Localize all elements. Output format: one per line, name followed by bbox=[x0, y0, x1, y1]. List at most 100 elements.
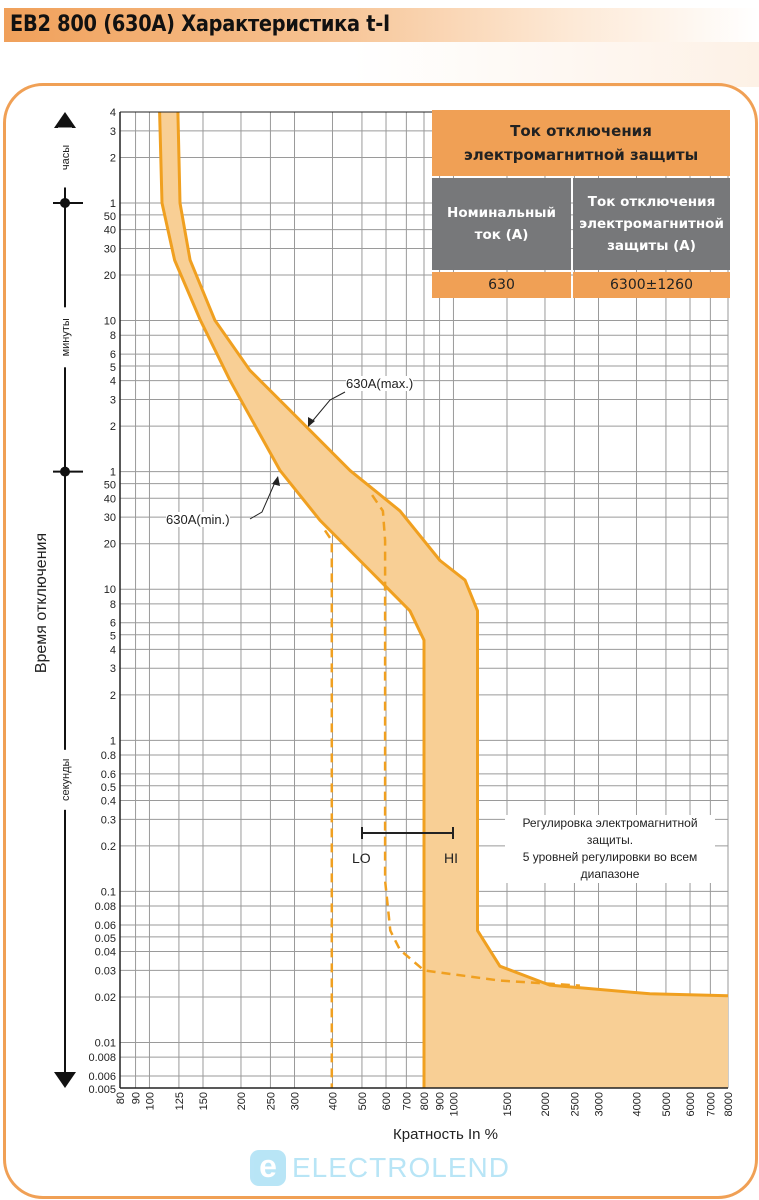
min-label-arrow-icon bbox=[272, 476, 280, 486]
min-curve-label: 630A(min.) bbox=[166, 512, 230, 527]
y-tick-label: 20 bbox=[104, 270, 116, 282]
x-tick-label: 4000 bbox=[631, 1092, 643, 1116]
note-line-1: Регулировка электромагнитной защиты. bbox=[522, 816, 698, 847]
x-tick-label: 5000 bbox=[661, 1092, 673, 1116]
cell-trip: 6300±1260 bbox=[573, 272, 730, 298]
y-tick-label: 5 bbox=[110, 362, 116, 374]
unit-label-bg bbox=[58, 749, 72, 810]
y-tick-label: 40 bbox=[104, 493, 116, 505]
x-tick-label: 2500 bbox=[569, 1092, 581, 1116]
x-tick-label: 8000 bbox=[723, 1092, 735, 1116]
x-tick-label: 125 bbox=[174, 1092, 186, 1110]
table-row: 630 6300±1260 bbox=[432, 272, 730, 298]
x-tick-label: 900 bbox=[435, 1092, 447, 1110]
x-tick-label: 2000 bbox=[540, 1092, 552, 1116]
y-tick-label: 40 bbox=[104, 225, 116, 237]
page-title: EB2 800 (630A) Характеристика t-I bbox=[10, 12, 390, 37]
x-tick-label: 600 bbox=[381, 1092, 393, 1110]
time-unit-label: часы bbox=[60, 145, 72, 170]
cell-nominal: 630 bbox=[432, 272, 571, 298]
y-tick-label: 3 bbox=[110, 395, 116, 407]
x-tick-label: 200 bbox=[236, 1092, 248, 1110]
y-tick-label: 20 bbox=[104, 539, 116, 551]
max-curve-label: 630A(max.) bbox=[346, 376, 414, 391]
y-tick-label: 10 bbox=[104, 584, 116, 596]
y-tick-label: 50 bbox=[104, 211, 116, 223]
time-unit-label: минуты bbox=[60, 318, 72, 356]
y-tick-label: 0.03 bbox=[95, 965, 116, 977]
y-tick-label: 0.06 bbox=[95, 920, 116, 932]
curve-dashed-2 bbox=[323, 529, 334, 1088]
y-tick-label: 0.005 bbox=[88, 1084, 116, 1096]
y-tick-label: 0.1 bbox=[101, 886, 116, 898]
x-tick-label: 250 bbox=[265, 1092, 277, 1110]
lo-label: LO bbox=[352, 850, 371, 866]
y-tick-label: 2 bbox=[110, 421, 116, 433]
unit-label-bg bbox=[58, 127, 72, 188]
y-tick-label: 50 bbox=[104, 480, 116, 492]
x-tick-label: 300 bbox=[290, 1092, 302, 1110]
y-tick-label: 4 bbox=[110, 107, 116, 119]
max-label-arrow-icon bbox=[308, 417, 315, 427]
title-shade bbox=[352, 42, 759, 87]
x-tick-label: 150 bbox=[198, 1092, 210, 1110]
y-tick-label: 8 bbox=[110, 599, 116, 611]
time-unit-label: секунды bbox=[60, 759, 72, 802]
hi-label: HI bbox=[444, 850, 458, 866]
y-tick-label: 0.8 bbox=[101, 750, 116, 762]
chart-frame bbox=[3, 83, 758, 1199]
adjustment-note: Регулировка электромагнитной защиты. 5 у… bbox=[505, 815, 715, 883]
x-tick-label: 6000 bbox=[685, 1092, 697, 1116]
x-tick-label: 3000 bbox=[594, 1092, 606, 1116]
y-tick-label: 6 bbox=[110, 349, 116, 361]
x-tick-label: 500 bbox=[357, 1092, 369, 1110]
y-tick-label: 4 bbox=[110, 376, 116, 388]
unit-label-bg bbox=[58, 307, 72, 368]
y-tick-label: 0.2 bbox=[101, 841, 116, 853]
y-tick-label: 0.05 bbox=[95, 933, 116, 945]
y-tick-label: 0.4 bbox=[101, 795, 116, 807]
trip-band-fill bbox=[159, 112, 728, 1088]
y-tick-label: 1 bbox=[110, 735, 116, 747]
y-tick-label: 0.5 bbox=[101, 782, 116, 794]
y-tick-label: 0.04 bbox=[95, 947, 116, 959]
col-header-trip: Ток отключения электромагнитной защиты (… bbox=[573, 178, 730, 270]
x-tick-label: 1000 bbox=[448, 1092, 460, 1116]
y-tick-label: 10 bbox=[104, 316, 116, 328]
y-tick-label: 6 bbox=[110, 618, 116, 630]
table-title: Ток отключения электромагнитной защиты bbox=[432, 110, 730, 176]
y-tick-label: 0.006 bbox=[88, 1071, 116, 1083]
x-tick-label: 1500 bbox=[502, 1092, 514, 1116]
x-tick-label: 7000 bbox=[705, 1092, 717, 1116]
x-tick-label: 400 bbox=[327, 1092, 339, 1110]
max-label-leader bbox=[309, 391, 346, 425]
y-tick-label: 2 bbox=[110, 690, 116, 702]
y-tick-label: 0.6 bbox=[101, 769, 116, 781]
y-tick-label: 2 bbox=[110, 152, 116, 164]
min-label-leader bbox=[249, 479, 277, 520]
x-tick-label: 800 bbox=[419, 1092, 431, 1110]
x-tick-label: 80 bbox=[115, 1092, 127, 1104]
col-header-nominal: Номинальный ток (A) bbox=[432, 178, 571, 270]
y-tick-label: 8 bbox=[110, 330, 116, 342]
curve-630A(min.) bbox=[158, 111, 426, 1088]
y-tick-label: 1 bbox=[110, 467, 116, 479]
x-tick-label: 700 bbox=[401, 1092, 413, 1110]
curve-dashed-3 bbox=[371, 494, 580, 987]
x-axis-label: Кратность In % bbox=[393, 1126, 498, 1143]
note-line-2: 5 уровней регулировки во всем диапазоне bbox=[522, 850, 698, 881]
y-tick-label: 3 bbox=[110, 126, 116, 138]
y-tick-label: 4 bbox=[110, 644, 116, 656]
y-tick-label: 30 bbox=[104, 512, 116, 524]
arrow-up-icon bbox=[54, 112, 76, 128]
y-tick-label: 3 bbox=[110, 663, 116, 675]
y-tick-label: 1 bbox=[110, 198, 116, 210]
trip-current-table: Ток отключения электромагнитной защиты Н… bbox=[432, 110, 730, 298]
y-tick-label: 0.02 bbox=[95, 992, 116, 1004]
arrow-down-icon bbox=[54, 1072, 76, 1088]
y-axis-label: Время отключения bbox=[33, 532, 50, 674]
curve-630A(max.) bbox=[176, 111, 729, 998]
y-tick-label: 30 bbox=[104, 243, 116, 255]
x-tick-label: 100 bbox=[144, 1092, 156, 1110]
y-tick-label: 0.01 bbox=[95, 1038, 116, 1050]
